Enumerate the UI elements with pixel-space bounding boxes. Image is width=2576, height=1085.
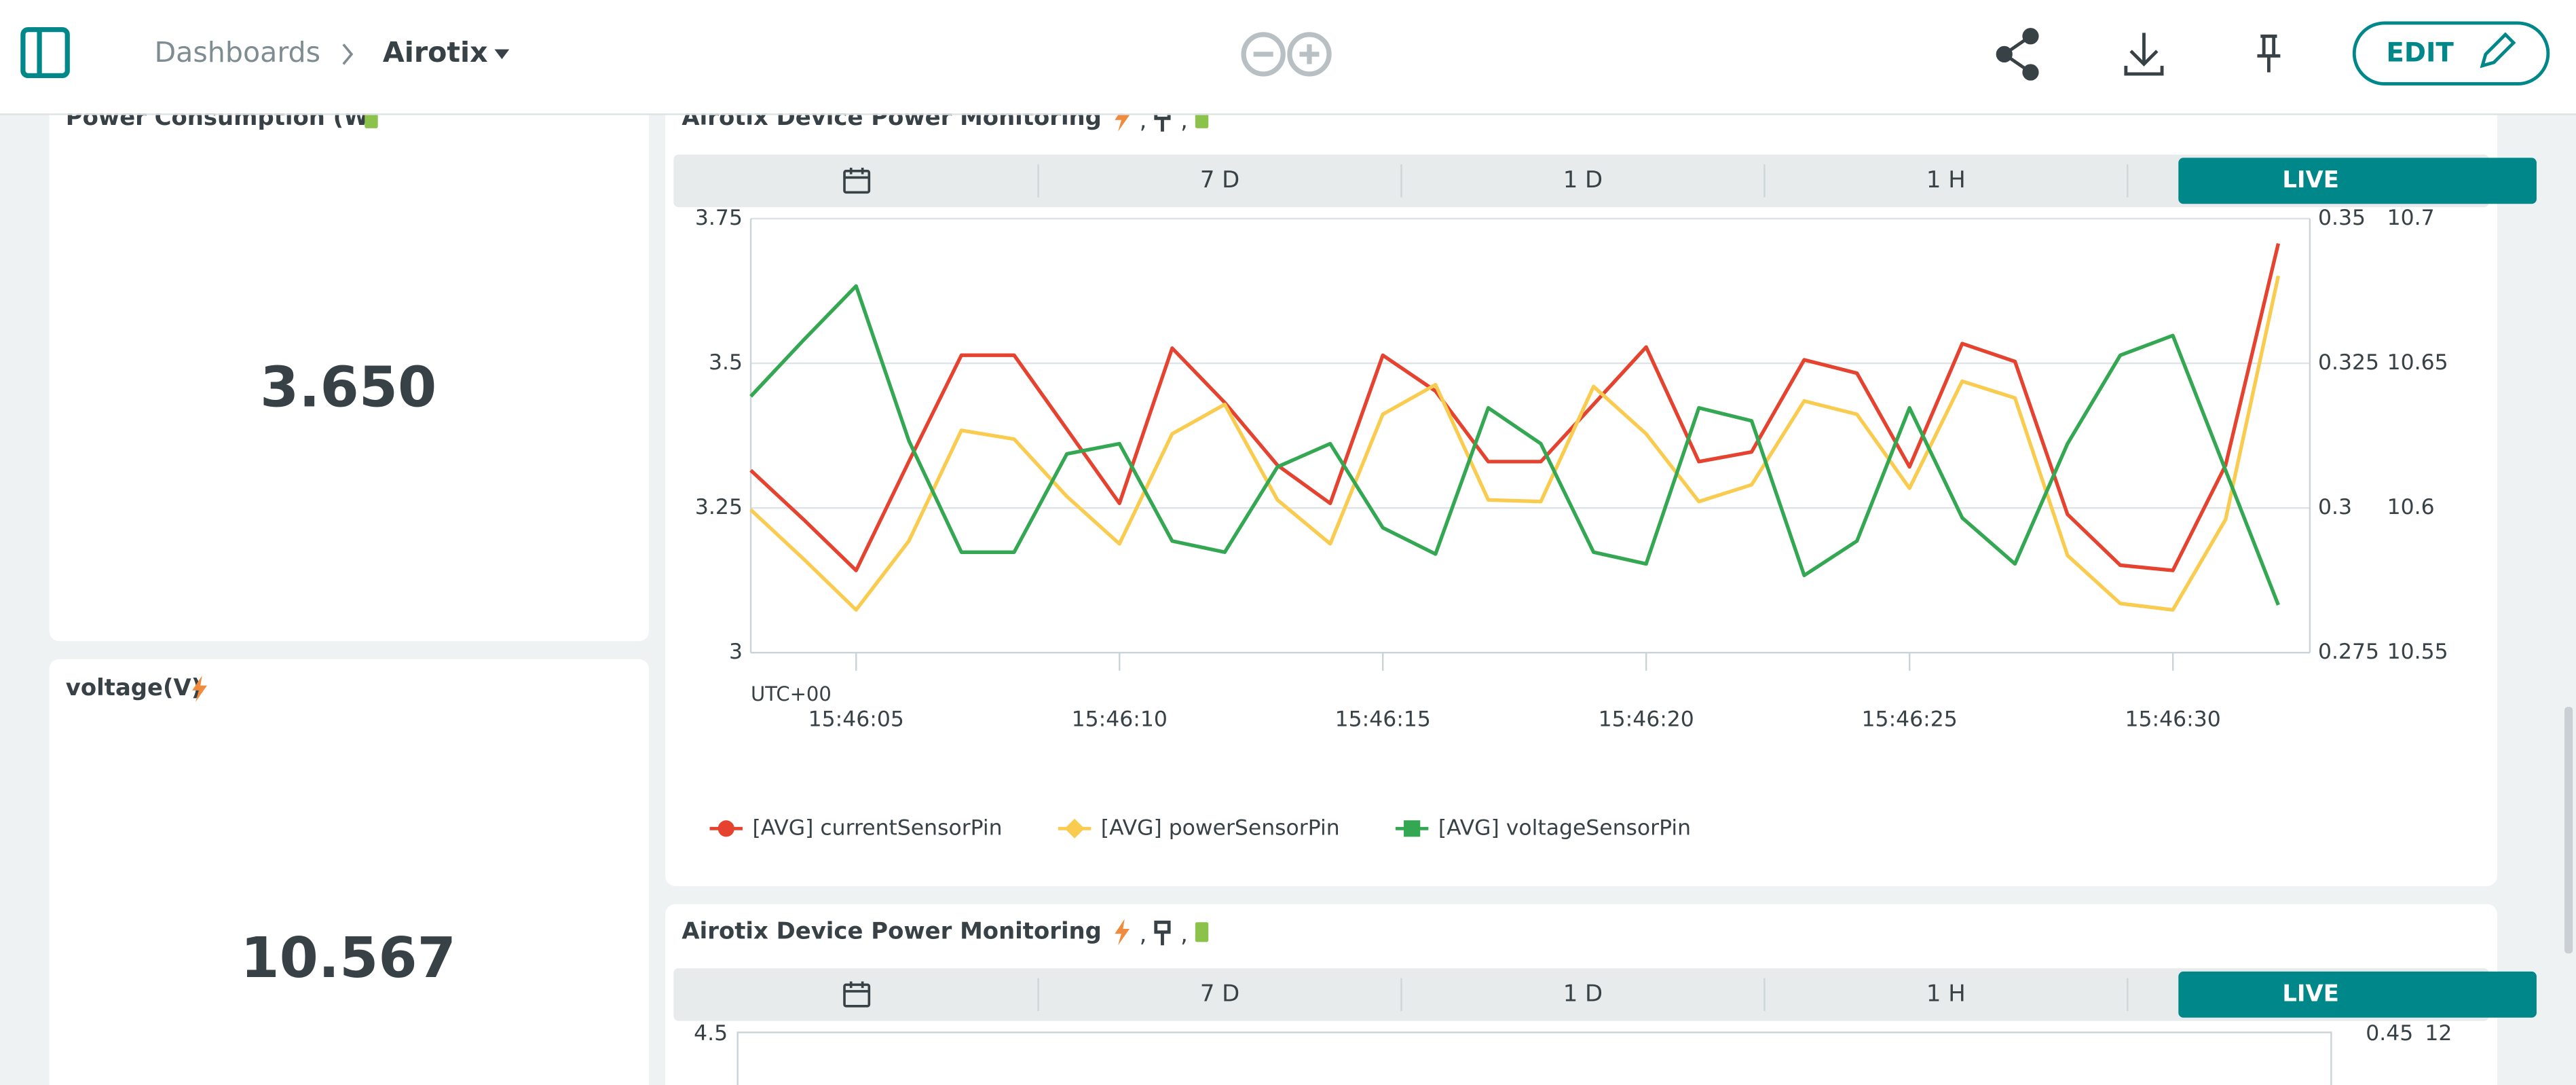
y-tick-label: 10.65 <box>2387 350 2448 375</box>
calendar-button[interactable] <box>843 167 871 194</box>
y-tick-label: 0.35 <box>2318 206 2366 230</box>
x-tick-label: 15:46:05 <box>808 707 904 731</box>
logo <box>1241 32 1332 77</box>
legend-label[interactable]: [AVG] powerSensorPin <box>1101 815 1340 840</box>
edit-label[interactable]: EDIT <box>2386 37 2454 68</box>
range-button[interactable]: 1 D <box>1563 980 1603 1006</box>
y-tick-label: 12 <box>2425 1021 2452 1046</box>
title-separator: , <box>1180 921 1188 947</box>
range-button[interactable]: 1 D <box>1563 166 1603 193</box>
plug-icon <box>1154 920 1171 946</box>
y-tick-label: 10.55 <box>2387 640 2448 664</box>
x-tick-label: 15:46:30 <box>2125 707 2221 731</box>
calendar-button[interactable] <box>843 981 871 1008</box>
y-tick-label: 0.45 <box>2366 1021 2413 1046</box>
x-tick-label: 15:46:20 <box>1599 707 1694 731</box>
range-button[interactable]: 1 H <box>1926 166 1966 193</box>
dropdown-caret[interactable] <box>494 49 510 60</box>
range-button-active[interactable] <box>2178 971 2537 1018</box>
series-line <box>749 275 2281 612</box>
y-tick-label: 10.7 <box>2387 206 2435 230</box>
battery-icon <box>1195 922 1209 942</box>
download-button[interactable] <box>2124 33 2164 76</box>
y-tick-label: 4.5 <box>694 1021 728 1046</box>
series-line <box>749 284 2280 606</box>
x-tick-label: 15:46:10 <box>1072 707 1168 731</box>
legend-marker <box>717 820 734 837</box>
pin-button[interactable] <box>2257 34 2281 73</box>
y-tick-label: 0.325 <box>2318 350 2379 375</box>
title-separator: , <box>1140 921 1147 947</box>
range-button[interactable]: 1 H <box>1926 980 1966 1006</box>
widget-value: 3.650 <box>260 356 436 420</box>
title-separator: , <box>1140 107 1147 134</box>
scrollbar <box>2564 707 2573 954</box>
widget-card <box>49 65 650 642</box>
plot-frame <box>736 1031 2332 1085</box>
legend-label[interactable]: [AVG] currentSensorPin <box>752 815 1002 840</box>
breadcrumb[interactable]: Dashboards <box>155 36 321 69</box>
range-bar <box>673 154 2489 208</box>
pencil-icon[interactable] <box>2480 32 2516 69</box>
y-tick-label: 0.275 <box>2318 640 2379 664</box>
y-tick-label: 10.6 <box>2387 495 2435 519</box>
y-tick-label: 3.5 <box>709 350 743 375</box>
range-button[interactable]: 7 D <box>1200 166 1239 193</box>
range-button[interactable]: LIVE <box>2282 166 2339 193</box>
bolt-icon <box>1115 105 1130 132</box>
widget-title: voltage(V) <box>66 674 202 701</box>
y-tick-label: 3.25 <box>695 495 743 519</box>
y-tick-label: 0.3 <box>2318 495 2352 519</box>
chart-card <box>665 65 2497 887</box>
title-separator: , <box>1180 107 1188 134</box>
bolt-icon <box>1115 919 1130 946</box>
range-button-active[interactable] <box>2178 158 2537 204</box>
range-button[interactable]: 7 D <box>1200 980 1239 1006</box>
legend-marker <box>1064 818 1085 839</box>
legend-label[interactable]: [AVG] voltageSensorPin <box>1438 815 1691 840</box>
header: Dashboards Airotix EDIT <box>0 0 2576 115</box>
breadcrumb-chevron <box>342 43 354 65</box>
x-tick-label: 15:46:25 <box>1862 707 1958 731</box>
bolt-icon <box>192 676 207 702</box>
y-tick-label: 3 <box>729 640 743 664</box>
widget-value: 10.567 <box>240 926 456 991</box>
series-line <box>749 242 2281 572</box>
legend-marker <box>1404 820 1421 837</box>
range-button[interactable]: LIVE <box>2282 980 2339 1006</box>
range-bar <box>673 968 2489 1021</box>
share-button[interactable] <box>1996 28 2039 81</box>
x-tick-label: 15:46:15 <box>1335 707 1431 731</box>
sidebar-toggle[interactable] <box>20 26 70 79</box>
y-tick-label: 3.75 <box>695 206 743 230</box>
timezone-label: UTC+00 <box>751 682 832 705</box>
widget-card <box>49 659 650 1085</box>
chart-title: Airotix Device Power Monitoring <box>682 917 1102 944</box>
dashboard-name[interactable]: Airotix <box>383 36 488 69</box>
